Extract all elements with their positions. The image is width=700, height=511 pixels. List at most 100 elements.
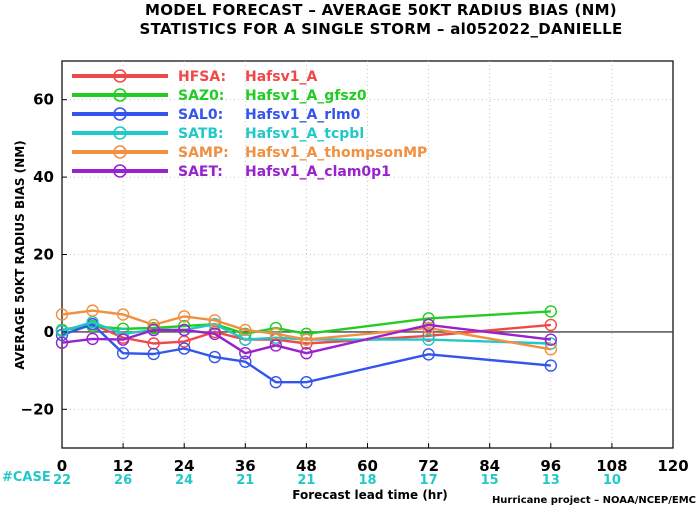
- series-line: [61, 323, 551, 384]
- data-point: [422, 348, 435, 361]
- legend-model-desc: Hafsv1_A_rlm0: [245, 107, 361, 123]
- legend-entry: SAZ0: Hafsv1_A_gfsz0: [72, 88, 367, 104]
- data-point: [544, 318, 557, 332]
- x-axis-label: Forecast lead time (hr): [292, 488, 448, 502]
- data-point: [300, 333, 313, 346]
- data-point: [177, 310, 191, 323]
- data-point: [55, 336, 69, 349]
- data-point: [86, 304, 99, 317]
- data-point: [239, 355, 252, 368]
- data-point: [544, 359, 557, 372]
- chart-subtitle: STATISTICS FOR A SINGLE STORM – al052022…: [139, 20, 622, 38]
- data-point: [300, 346, 313, 360]
- legend-model-desc: Hafsv1_A_thompsonMP: [245, 145, 427, 161]
- legend-model-code: SATB:: [178, 126, 224, 142]
- series-layer: [55, 304, 557, 389]
- case-count: 18: [358, 473, 376, 488]
- data-point: [422, 318, 435, 332]
- y-tick-label: 20: [33, 246, 54, 264]
- data-point: [55, 328, 69, 342]
- legend-swatch-marker: [113, 69, 127, 83]
- data-point: [269, 339, 283, 352]
- case-count: 26: [114, 473, 132, 488]
- legend-swatch-marker: [113, 88, 127, 102]
- case-count: 15: [481, 473, 499, 488]
- case-count: 21: [297, 473, 315, 488]
- x-tick-label: 12: [113, 457, 134, 475]
- case-count: 10: [603, 473, 621, 488]
- legend-model-code: SAMP:: [178, 145, 229, 161]
- legend-model-code: SAL0:: [178, 107, 223, 123]
- y-tick-label: 0: [44, 323, 54, 341]
- data-point: [147, 323, 160, 337]
- case-count: 17: [420, 473, 438, 488]
- data-point: [269, 331, 283, 344]
- case-count: 13: [542, 473, 560, 488]
- series-line: [61, 321, 551, 345]
- legend-model-desc: Hafsv1_A_clam0p1: [245, 164, 391, 180]
- data-point: [147, 347, 160, 361]
- data-point: [300, 376, 313, 389]
- legend-entry: HFSA: Hafsv1_A: [72, 69, 317, 85]
- legend-swatch-marker: [113, 107, 127, 121]
- case-count: 22: [53, 473, 71, 488]
- series-sal0: [55, 317, 557, 389]
- data-point: [116, 346, 130, 360]
- x-tick-label: 72: [418, 457, 439, 475]
- y-tick-label: −20: [21, 400, 54, 418]
- grid: [62, 61, 673, 448]
- credit-text: Hurricane project – NOAA/NCEP/EMC: [492, 495, 696, 506]
- data-point: [86, 332, 99, 346]
- series-line: [61, 323, 551, 355]
- data-point: [239, 333, 252, 346]
- legend-model-desc: Hafsv1_A_gfsz0: [245, 88, 367, 104]
- x-tick-label: 24: [174, 457, 195, 475]
- legend-entry: SAMP: Hafsv1_A_thompsonMP: [72, 145, 427, 161]
- y-tick-labels: −20 0 20 40 60: [21, 91, 67, 418]
- legend-swatch-marker: [113, 164, 127, 178]
- x-tick-label: 96: [540, 457, 561, 475]
- x-tick-label: 60: [357, 457, 378, 475]
- data-point: [208, 314, 221, 327]
- x-tick-label: 48: [296, 457, 317, 475]
- case-label: #CASE: [2, 470, 51, 485]
- data-point: [300, 337, 313, 350]
- x-tick-label: 120: [657, 457, 688, 475]
- data-point: [239, 323, 252, 337]
- legend-model-desc: Hafsv1_A: [245, 69, 317, 85]
- case-count: 21: [236, 473, 254, 488]
- legend-model-code: SAZ0:: [178, 88, 224, 104]
- data-point: [177, 319, 191, 333]
- x-tick-label: 36: [235, 457, 256, 475]
- data-point: [55, 308, 69, 321]
- data-point: [269, 376, 283, 389]
- data-point: [544, 343, 557, 356]
- data-point: [544, 333, 557, 346]
- series-saet: [55, 318, 557, 360]
- legend-swatch-marker: [113, 145, 127, 159]
- series-line: [61, 323, 551, 345]
- legend-model-code: HFSA:: [178, 69, 226, 85]
- legend: HFSA: Hafsv1_A SAZ0: Hafsv1_A_gfsz0 SAL0: Haf…: [72, 69, 427, 180]
- legend-swatch-marker: [113, 126, 127, 140]
- chart-title: MODEL FORECAST – AVERAGE 50KT RADIUS BIA…: [145, 1, 617, 19]
- data-point: [177, 323, 191, 337]
- data-point: [116, 333, 130, 346]
- legend-model-desc: Hafsv1_A_tcpbl: [245, 126, 364, 142]
- data-point: [116, 308, 130, 321]
- y-tick-label: 40: [33, 168, 54, 186]
- data-point: [208, 327, 221, 341]
- x-tick-label: 84: [479, 457, 500, 475]
- x-tick-label: 0: [57, 457, 67, 475]
- y-axis-label: AVERAGE 50KT RADIUS BIAS (NM): [13, 140, 27, 369]
- series-samp: [55, 304, 557, 356]
- x-tick-label: 108: [596, 457, 627, 475]
- legend-entry: SATB: Hafsv1_A_tcpbl: [72, 126, 364, 142]
- series-line: [61, 309, 552, 351]
- y-tick-label: 60: [33, 91, 54, 109]
- legend-model-code: SAET:: [178, 164, 223, 180]
- data-point: [208, 350, 221, 364]
- data-point: [422, 321, 435, 335]
